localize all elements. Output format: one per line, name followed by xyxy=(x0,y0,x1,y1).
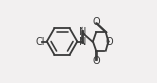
Text: ʹ: ʹ xyxy=(80,27,82,36)
Text: O: O xyxy=(92,17,100,27)
Text: O: O xyxy=(106,37,113,46)
Text: N: N xyxy=(79,37,86,46)
Text: N: N xyxy=(79,27,86,37)
Text: O: O xyxy=(92,56,100,66)
Text: Cl: Cl xyxy=(35,37,45,46)
